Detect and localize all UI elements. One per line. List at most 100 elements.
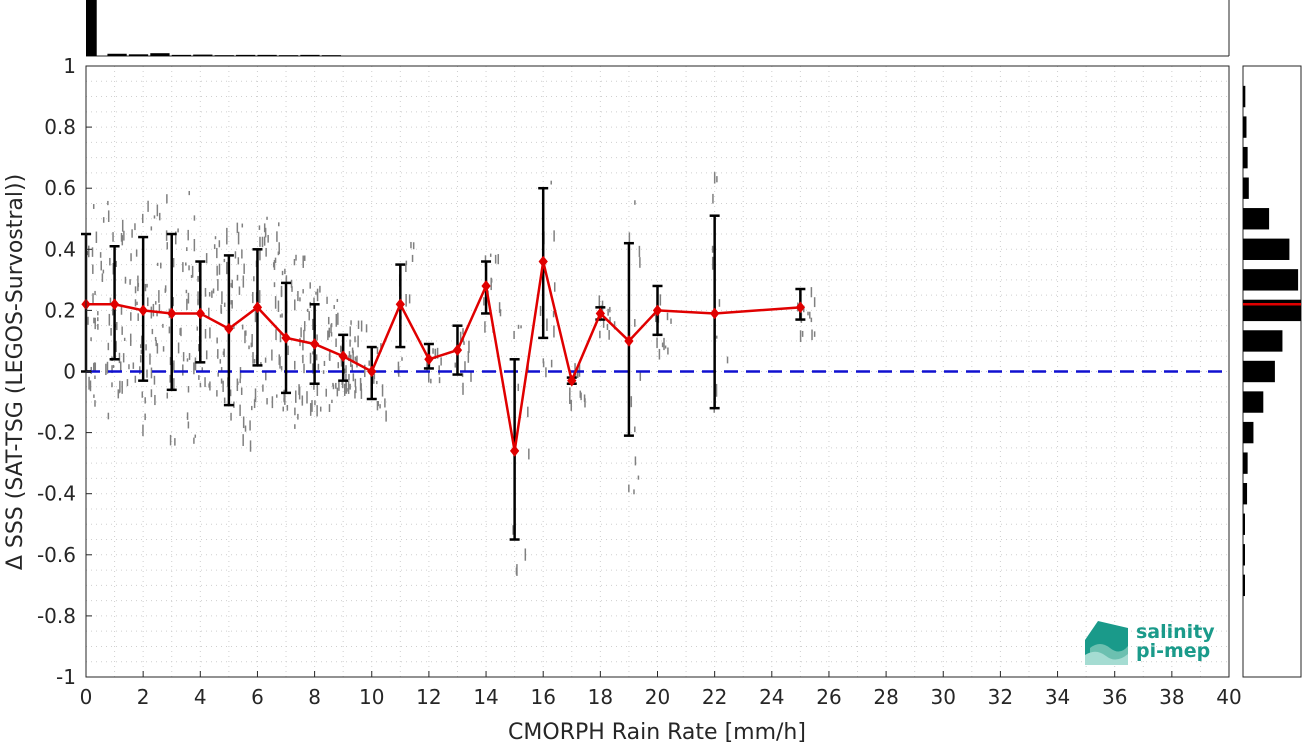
top-hist-bar	[236, 54, 256, 56]
scatter-point	[169, 356, 172, 366]
scatter-point	[260, 362, 262, 366]
scatter-point	[354, 390, 356, 399]
scatter-point	[139, 355, 142, 363]
scatter-point	[222, 380, 224, 392]
right-hist-bar	[1243, 513, 1245, 535]
scatter-point	[397, 361, 400, 375]
scatter-point	[204, 328, 207, 339]
scatter-point	[88, 245, 90, 258]
scatter-point	[147, 200, 149, 212]
scatter-point	[217, 279, 219, 291]
x-tick-label: 28	[873, 685, 898, 709]
scatter-point	[432, 348, 434, 354]
scatter-point	[801, 330, 804, 337]
scatter-point	[173, 360, 175, 373]
scatter-point	[494, 254, 497, 264]
scatter-point	[602, 320, 605, 328]
scatter-point	[326, 296, 328, 304]
x-tick-label: 14	[473, 685, 498, 709]
scatter-point	[95, 231, 98, 243]
scatter-point	[87, 250, 89, 256]
scatter-point	[110, 327, 112, 336]
scatter-point	[517, 324, 520, 329]
y-tick-label: -0.6	[37, 543, 76, 567]
scatter-point	[350, 320, 352, 325]
scatter-point	[251, 334, 253, 347]
scatter-point	[254, 388, 257, 400]
scatter-point	[337, 312, 339, 325]
scatter-point	[294, 360, 296, 370]
scatter-point	[92, 264, 94, 274]
scatter-point	[630, 396, 633, 408]
scatter-point	[291, 286, 293, 292]
scatter-point	[241, 223, 244, 228]
scatter-point	[94, 362, 97, 373]
scatter-point	[579, 390, 582, 398]
scatter-point	[277, 300, 280, 312]
scatter-point	[606, 323, 609, 331]
scatter-point	[172, 297, 174, 307]
scatter-point	[239, 367, 242, 379]
x-axis-ticks: 0 2 4 6 8 10 12 14 16 18 20 22 24 26 28 30 32 34 36 38 40	[80, 671, 1242, 709]
scatter-point	[349, 383, 351, 390]
scatter-point	[173, 378, 175, 391]
scatter-point	[139, 344, 142, 349]
x-tick-label: 24	[759, 685, 784, 709]
scatter-point	[490, 277, 492, 291]
scatter-point	[314, 400, 316, 406]
scatter-point	[158, 212, 161, 221]
scatter-point	[351, 364, 353, 372]
scatter-point	[150, 389, 153, 398]
scatter-point	[199, 382, 202, 388]
scatter-point	[162, 346, 165, 352]
scatter-point	[323, 360, 326, 367]
x-tick-label: 32	[988, 685, 1013, 709]
scatter-point	[349, 326, 351, 337]
scatter-point	[218, 240, 221, 248]
scatter-point	[236, 274, 239, 281]
scatter-point	[230, 283, 233, 288]
scatter-point	[101, 273, 104, 282]
scatter-point	[253, 276, 255, 282]
top-hist-bar	[321, 55, 342, 57]
right-hist-bar	[1243, 544, 1245, 566]
scatter-point	[250, 342, 253, 348]
scatter-point	[545, 367, 547, 378]
scatter-point	[92, 204, 95, 209]
right-hist-bar	[1243, 269, 1299, 291]
scatter-point	[121, 219, 124, 232]
scatter-point	[656, 337, 658, 349]
scatter-point	[280, 285, 283, 297]
scatter-point	[198, 375, 200, 380]
scatter-point	[350, 354, 352, 362]
scatter-point	[146, 283, 148, 288]
scatter-point	[156, 204, 159, 217]
scatter-point	[634, 456, 637, 466]
scatter-point	[569, 392, 571, 404]
scatter-point	[376, 346, 379, 355]
scatter-point	[410, 241, 412, 249]
scatter-point	[355, 386, 357, 394]
scatter-point	[196, 326, 199, 331]
mean-point	[281, 332, 291, 344]
scatter-point	[191, 265, 194, 278]
scatter-point	[119, 380, 121, 393]
scatter-point	[120, 233, 123, 242]
scatter-point	[609, 306, 611, 313]
scatter-point	[216, 247, 218, 259]
logo-waves-icon	[1085, 621, 1128, 665]
x-tick-label: 36	[1102, 685, 1127, 709]
scatter-point	[91, 247, 94, 257]
scatter-point	[335, 338, 337, 347]
x-tick-label: 30	[931, 685, 956, 709]
scatter-point	[111, 308, 114, 316]
scatter-point	[274, 257, 277, 263]
scatter-point	[335, 313, 338, 327]
scatter-point	[154, 336, 157, 341]
mean-point	[452, 344, 463, 356]
scatter-point	[261, 236, 264, 248]
scatter-point	[553, 325, 555, 338]
scatter-point	[284, 268, 286, 275]
scatter-point	[144, 397, 146, 404]
scatter-point	[312, 318, 314, 331]
